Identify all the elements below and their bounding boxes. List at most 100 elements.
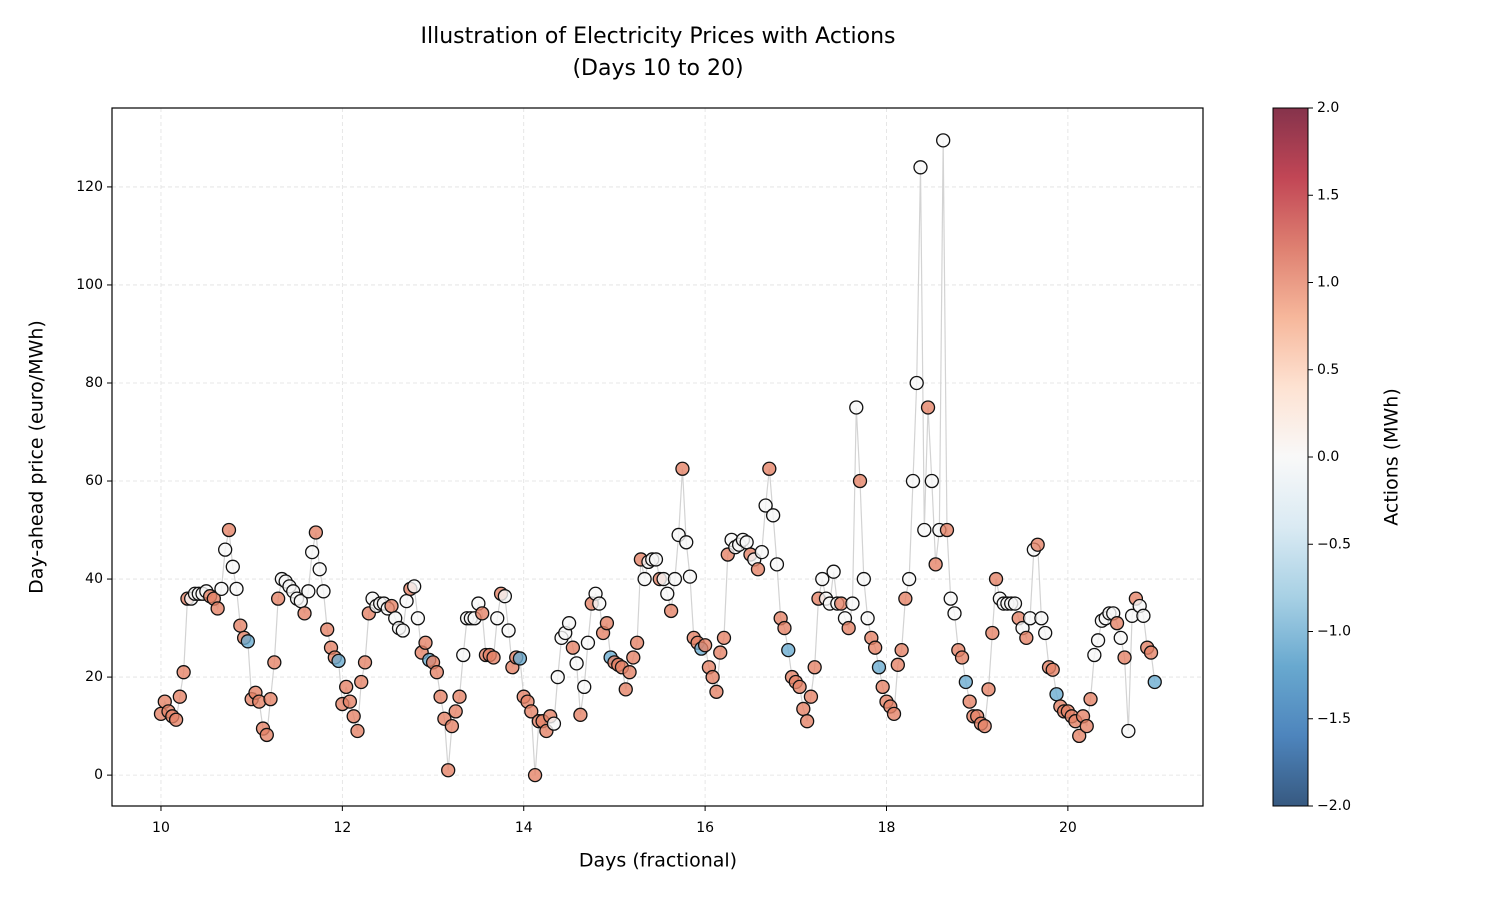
point	[781, 642, 796, 658]
y-tick-label: 40	[85, 571, 103, 587]
y-tick-label: 80	[85, 375, 103, 391]
point	[758, 498, 773, 513]
point	[807, 660, 822, 675]
point	[229, 581, 244, 597]
point	[354, 674, 369, 690]
point	[259, 727, 274, 743]
point	[475, 606, 490, 621]
point	[622, 665, 637, 680]
x-tick-label: 12	[333, 820, 351, 836]
point	[339, 679, 354, 695]
x-tick-label: 10	[152, 820, 170, 836]
point	[875, 679, 890, 695]
point	[954, 650, 970, 665]
point	[267, 655, 282, 670]
point	[856, 571, 871, 587]
point	[947, 606, 962, 621]
y-axis-label: Day-ahead price (euro/MWh)	[26, 320, 48, 594]
point	[448, 704, 463, 719]
point	[660, 586, 675, 601]
point	[905, 473, 921, 489]
colorbar-tick-label: 1.0	[1317, 275, 1339, 291]
point	[452, 689, 467, 704]
point	[1038, 625, 1053, 641]
point	[221, 522, 237, 538]
point	[682, 569, 698, 584]
point	[663, 603, 679, 619]
point	[599, 616, 615, 631]
point	[410, 611, 426, 626]
point	[675, 461, 690, 476]
y-tick-label: 120	[76, 179, 103, 195]
point	[815, 571, 830, 587]
y-tick-label: 60	[85, 473, 103, 489]
point	[679, 535, 694, 550]
colorbar-tick-label: −1.5	[1317, 711, 1351, 727]
point	[527, 767, 543, 783]
point	[705, 669, 720, 685]
point	[176, 665, 191, 680]
point	[210, 601, 225, 616]
point	[577, 679, 592, 695]
point	[962, 694, 977, 709]
point	[936, 133, 951, 148]
point	[225, 559, 240, 574]
point	[765, 508, 781, 523]
point	[1030, 537, 1045, 552]
point	[697, 638, 713, 653]
point	[297, 606, 312, 621]
point	[444, 718, 460, 734]
point	[1019, 630, 1034, 646]
point	[709, 684, 724, 699]
point	[796, 701, 811, 717]
colorbar-tick-label: −2.0	[1317, 798, 1351, 814]
point	[1087, 647, 1102, 663]
point	[429, 665, 445, 680]
point	[433, 689, 448, 704]
point	[852, 473, 868, 489]
point	[550, 669, 565, 685]
point	[909, 375, 924, 391]
point	[792, 679, 807, 695]
point	[716, 630, 732, 646]
point	[546, 716, 562, 731]
point	[263, 691, 278, 707]
chart-title: Illustration of Electricity Prices with …	[420, 24, 895, 49]
point	[331, 653, 346, 669]
point	[565, 640, 581, 655]
colorbar-tick-label: −1.0	[1317, 624, 1351, 640]
point	[1090, 633, 1106, 648]
colorbar-tick-label: 0.5	[1317, 362, 1339, 378]
point	[841, 620, 856, 636]
point	[981, 682, 996, 697]
point	[868, 640, 883, 655]
point	[1034, 611, 1049, 626]
point	[713, 645, 728, 660]
point	[913, 160, 928, 175]
point	[441, 763, 456, 778]
price-line	[160, 140, 1156, 776]
point	[1113, 630, 1128, 646]
point	[486, 650, 501, 665]
x-tick-label: 16	[696, 820, 714, 836]
point	[618, 682, 633, 697]
x-tick-label: 20	[1059, 820, 1077, 836]
point	[928, 557, 943, 572]
point	[898, 591, 913, 606]
x-axis-label: Days (fractional)	[579, 850, 737, 872]
y-tick-label: 20	[85, 669, 103, 685]
point	[316, 584, 331, 599]
point	[172, 689, 187, 704]
point	[1121, 723, 1136, 739]
point	[845, 596, 860, 611]
point	[629, 635, 645, 650]
point	[308, 525, 324, 540]
point	[1147, 674, 1162, 690]
point	[305, 544, 320, 560]
point	[917, 522, 932, 538]
point	[939, 522, 955, 538]
point	[399, 593, 414, 609]
point	[1045, 662, 1060, 677]
point	[1007, 596, 1023, 611]
